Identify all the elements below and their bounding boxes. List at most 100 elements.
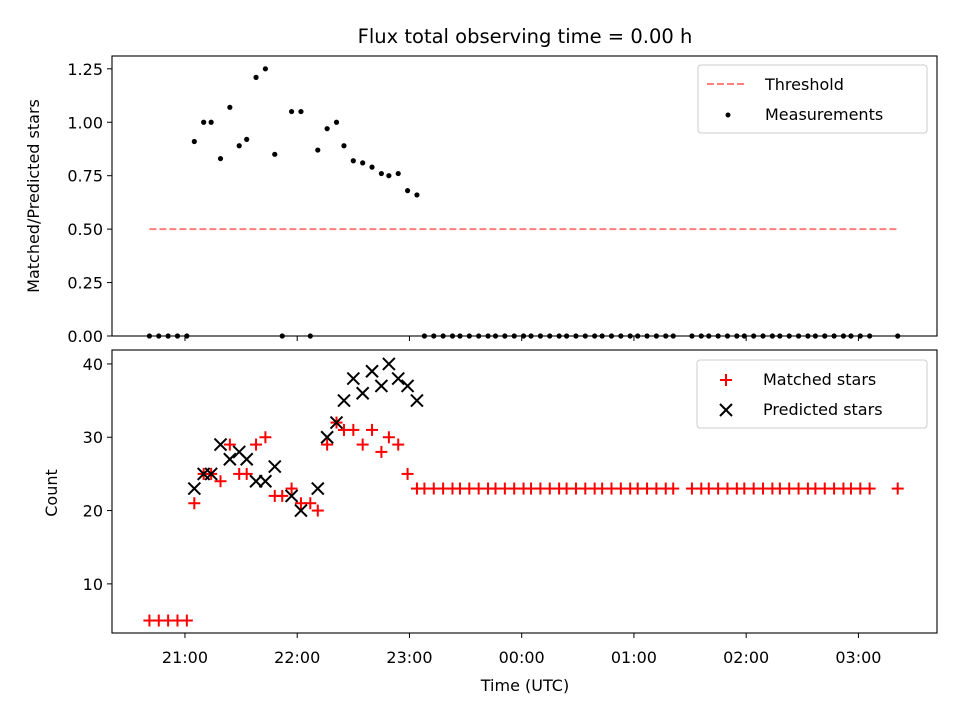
predicted-star-stroke: [365, 364, 379, 378]
bottom-legend: Matched stars Predicted stars: [696, 359, 928, 429]
top-legend: Threshold Measurements: [697, 64, 928, 134]
matched-star-point: [366, 423, 379, 436]
measurement-point: [244, 136, 250, 142]
predicted-star-stroke: [294, 503, 308, 518]
x-tick-label: 02:00: [723, 648, 769, 667]
measurement-point: [191, 138, 197, 145]
x-axis-label: Time (UTC): [480, 676, 569, 695]
predicted-star-point: [365, 364, 379, 378]
measurement-point: [333, 119, 340, 125]
matched-star-point: [891, 482, 904, 495]
matched-star-point: [304, 497, 317, 510]
legend-threshold-label: Threshold: [764, 75, 844, 94]
predicted-star-point: [239, 452, 254, 466]
legend-measurements-swatch: [725, 112, 731, 118]
legend-matched-label: Matched stars: [763, 370, 876, 389]
matched-star-point: [375, 445, 388, 458]
matched-star-point: [285, 482, 298, 495]
bottom-y-axis: 10 20 30 40: [83, 355, 112, 594]
measurement-point: [227, 104, 233, 110]
predicted-star-stroke: [258, 474, 273, 488]
measurement-point: [262, 66, 269, 72]
predicted-star-stroke: [329, 415, 344, 430]
measurement-point: [236, 143, 242, 149]
predicted-star-point: [213, 437, 228, 452]
predicted-star-point: [268, 459, 282, 474]
predicted-star-point: [400, 379, 415, 393]
matched-star-point: [250, 438, 263, 451]
predicted-star-point: [337, 393, 351, 408]
matched-star-point: [392, 438, 405, 451]
predicted-star-point: [320, 430, 334, 444]
x-tick-label: 22:00: [274, 648, 320, 667]
x-tick-label: 21:00: [162, 648, 208, 667]
legend-predicted-label: Predicted stars: [763, 400, 883, 419]
top-panel: 0.00 0.25 0.50 0.75 1.00 1.25 Matched/Predict…: [24, 55, 938, 346]
top-y-tick-label: 1.25: [67, 60, 103, 79]
bottom-x-axis: 21:00 22:00 23:00 00:00 01:00 02:00 03:00: [162, 633, 881, 667]
top-x-axis: [184, 336, 859, 341]
matched-star-point: [259, 431, 272, 444]
predicted-star-stroke: [374, 379, 389, 393]
predicted-star-point: [374, 379, 389, 393]
matched-star-point: [347, 423, 360, 436]
predicted-star-point: [284, 489, 299, 503]
measurement-point: [315, 147, 321, 153]
matched-star-point: [356, 438, 369, 451]
measurement-point: [288, 108, 295, 115]
legend-measurements-label: Measurements: [765, 105, 883, 124]
matched-star-point: [382, 431, 395, 444]
bottom-y-tick-label: 40: [83, 355, 103, 374]
legend-predicted-swatch: [719, 403, 733, 417]
measurement-point: [272, 151, 278, 157]
bottom-y-tick-label: 30: [83, 428, 103, 447]
measurement-point: [208, 119, 214, 125]
measurement-point: [360, 160, 366, 166]
predicted-star-point: [346, 371, 361, 386]
predicted-star-stroke: [320, 430, 334, 444]
measurement-point: [324, 126, 330, 132]
predicted-star-point: [410, 393, 424, 408]
predicted-star-point: [391, 371, 405, 386]
predicted-star-stroke: [239, 452, 254, 466]
measurement-point: [341, 143, 347, 149]
matched-star-point: [214, 475, 227, 488]
bottom-plot-marks: [143, 357, 904, 627]
measurement-point: [395, 170, 401, 177]
predicted-star-stroke: [268, 459, 282, 474]
predicted-star-stroke: [346, 371, 361, 386]
predicted-star-stroke: [410, 393, 424, 408]
measurement-point: [350, 158, 356, 164]
predicted-star-stroke: [382, 357, 396, 371]
predicted-star-point: [382, 357, 396, 371]
predicted-star-stroke: [284, 489, 299, 503]
top-y-tick-label: 0.25: [67, 274, 103, 293]
predicted-star-point: [258, 474, 273, 488]
legend-matched-swatch: [720, 374, 732, 386]
top-plot-border: [111, 55, 938, 337]
matched-star-point: [223, 438, 236, 451]
top-y-tick-label: 0.50: [67, 220, 103, 239]
matched-star-point: [401, 467, 414, 480]
matched-star-point: [188, 497, 201, 510]
predicted-star-stroke: [391, 371, 405, 386]
measurement-point: [201, 119, 207, 125]
top-y-tick-label: 1.00: [67, 113, 103, 132]
measurement-point: [414, 192, 420, 198]
predicted-star-point: [355, 386, 370, 400]
predicted-star-point: [204, 467, 218, 481]
measurement-point: [298, 108, 304, 115]
matched-star-point: [321, 438, 334, 451]
predicted-star-stroke: [204, 467, 218, 481]
bottom-y-tick-label: 20: [83, 502, 103, 521]
bottom-plot-border: [111, 349, 938, 634]
matched-star-point: [311, 504, 324, 517]
x-tick-label: 00:00: [499, 648, 545, 667]
predicted-star-stroke: [213, 437, 228, 452]
top-y-tick-label: 0.00: [67, 327, 103, 346]
predicted-star-point: [294, 503, 308, 518]
matched-star-point: [863, 482, 876, 495]
x-tick-label: 01:00: [611, 648, 657, 667]
top-y-axis: 0.00 0.25 0.50 0.75 1.00 1.25: [67, 60, 112, 346]
